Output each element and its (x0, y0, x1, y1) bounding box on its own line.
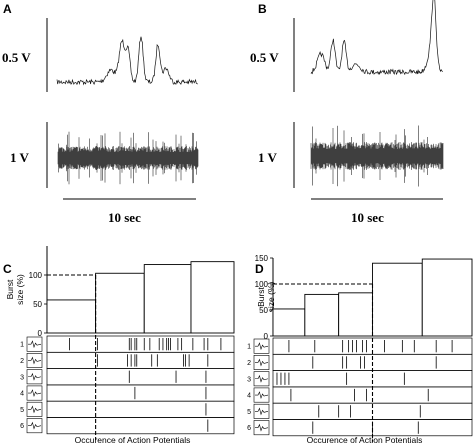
waveform-icon (28, 421, 42, 430)
waveform-thumbnail (26, 369, 43, 385)
waveform-icon (28, 389, 42, 398)
burst-bar (304, 293, 340, 337)
unit-label: 2 (247, 360, 251, 367)
unit-label: 6 (20, 423, 24, 430)
time-label-a: 10 sec (108, 210, 141, 225)
waveform-thumbnail (253, 403, 270, 419)
y-tick-label: 0 (38, 329, 43, 338)
x-axis-label: Occurence of Action Potentials (307, 435, 423, 445)
y-tick-label: 100 (255, 280, 269, 289)
panel-label-d: D (255, 262, 264, 276)
y-tick-label: 0 (264, 332, 269, 341)
burst-bar (372, 262, 423, 337)
y-tick-label: 50 (33, 300, 42, 309)
y-tick-label: 100 (29, 271, 43, 280)
burst-bar (143, 264, 192, 334)
waveform-thumbnail (26, 336, 43, 352)
waveform-thumbnail (253, 387, 270, 403)
unit-label: 3 (247, 376, 251, 383)
waveform-thumbnail (253, 420, 270, 436)
waveform-thumbnail (26, 418, 43, 434)
unit-row (46, 351, 235, 369)
unit-row (46, 335, 235, 353)
panel-label-c: C (3, 262, 12, 276)
unit-label: 6 (247, 425, 251, 432)
unit-label: 5 (247, 409, 251, 416)
unit-label: 4 (20, 391, 24, 398)
waveform-icon (255, 391, 269, 400)
waveform-icon (255, 374, 269, 383)
burst-bar (272, 308, 306, 337)
waveform-icon (255, 423, 269, 432)
unit-label: 4 (247, 393, 251, 400)
burst-bar (95, 272, 145, 334)
waveform-thumbnail (26, 401, 43, 417)
waveform-thumbnail (253, 371, 270, 387)
panel-label-a: A (3, 2, 12, 16)
waveform-icon (28, 372, 42, 381)
waveform-icon (28, 405, 42, 414)
y-tick-label: 50 (259, 306, 268, 315)
burst-chart-d: 0 50 100 150 Burstsize (%) 1 2 3 4 5 6 Occurence of… (247, 254, 473, 445)
waveform-icon (28, 356, 42, 365)
trace-b-bottom (310, 125, 444, 187)
unit-row (272, 370, 473, 388)
panel-label-b: B (258, 2, 267, 16)
trace-a-bottom (57, 131, 199, 185)
unit-label: 2 (20, 358, 24, 365)
burst-bar (338, 292, 373, 337)
y-axis-label: Burstsize (%) (5, 274, 25, 305)
scale-label-b-top: 0.5 V (250, 50, 279, 65)
waveform-thumbnail (253, 338, 270, 354)
burst-chart-c: 0 50 100 Burstsize (%) 1 2 3 4 5 6 Occurence of Ac… (5, 246, 235, 445)
scale-label-a-top: 0.5 V (2, 50, 31, 65)
trace-a-top (56, 36, 198, 86)
y-axis-label: Burstsize (%) (256, 281, 276, 312)
unit-row (46, 417, 235, 435)
burst-bar (190, 261, 235, 334)
unit-label: 1 (20, 342, 24, 349)
time-label-b: 10 sec (351, 210, 384, 225)
unit-label: 3 (20, 374, 24, 381)
scale-label-a-bottom: 1 V (10, 150, 30, 165)
scale-label-b-bottom: 1 V (258, 150, 278, 165)
unit-label: 1 (247, 344, 251, 351)
x-axis-label: Occurence of Action Potentials (75, 435, 191, 445)
burst-bar (46, 299, 97, 334)
burst-bar (421, 258, 473, 337)
waveform-icon (255, 407, 269, 416)
waveform-thumbnail (26, 352, 43, 368)
trace-b-top (310, 0, 443, 76)
waveform-thumbnail (26, 385, 43, 401)
unit-label: 5 (20, 407, 24, 414)
waveform-icon (28, 340, 42, 349)
waveform-icon (255, 358, 269, 367)
waveform-thumbnail (253, 354, 270, 370)
waveform-icon (255, 342, 269, 351)
y-tick-label: 150 (255, 254, 269, 263)
